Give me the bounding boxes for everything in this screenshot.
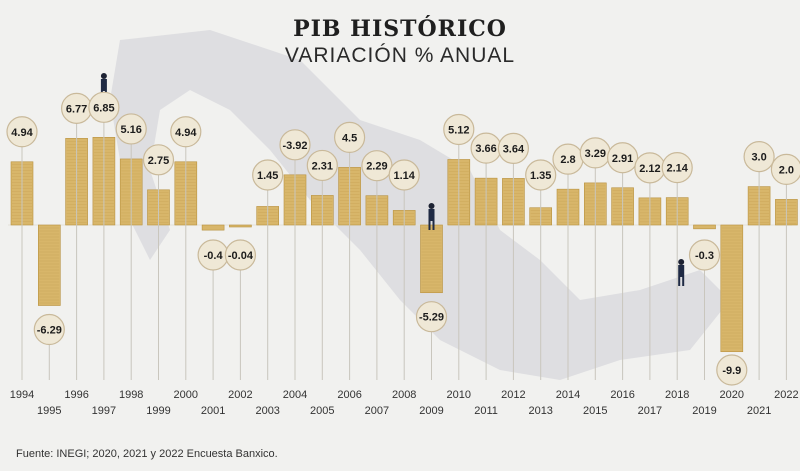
data-label-2001: -0.4 [204, 250, 224, 262]
value-bubble-2020 [716, 354, 748, 386]
value-bubble-1994 [6, 116, 38, 148]
value-bubble-1995 [33, 313, 65, 346]
year-label-2002: 2002 [228, 389, 252, 401]
year-label-1998: 1998 [119, 389, 143, 401]
value-bubble-2005 [306, 149, 338, 182]
year-label-1996: 1996 [64, 389, 88, 401]
data-label-2006: 4.5 [342, 132, 357, 144]
year-label-1995: 1995 [37, 405, 61, 417]
year-label-2003: 2003 [255, 405, 279, 417]
year-label-2019: 2019 [692, 405, 716, 417]
source-note: Fuente: INEGI; 2020, 2021 y 2022 Encuest… [16, 448, 278, 460]
value-bubble-2006 [334, 121, 366, 153]
data-label-2009: -5.29 [419, 312, 444, 324]
data-label-2011: 3.66 [475, 143, 496, 155]
data-label-2017: 2.12 [639, 163, 660, 175]
data-label-2014: 2.8 [560, 154, 575, 166]
bar-2020 [720, 224, 744, 353]
data-label-1995: -6.29 [37, 325, 62, 337]
mexico-map-silhouette [110, 30, 730, 380]
value-bubble-2010 [443, 113, 475, 146]
value-bubble-1998 [115, 113, 147, 145]
year-label-2000: 2000 [174, 389, 198, 401]
bar-1995 [37, 224, 61, 306]
data-label-2022: 2.0 [779, 164, 794, 176]
data-label-2002: -0.04 [228, 250, 254, 262]
data-label-1997: 6.85 [93, 102, 114, 114]
year-label-2015: 2015 [583, 405, 607, 417]
year-label-2001: 2001 [201, 405, 225, 417]
data-label-2010: 5.12 [448, 124, 469, 136]
data-label-1998: 5.16 [120, 124, 141, 136]
data-label-1999: 2.75 [148, 155, 169, 167]
value-bubble-2000 [170, 116, 202, 148]
falling-businessman-figure [678, 259, 685, 286]
data-label-2013: 1.35 [530, 170, 551, 182]
data-label-2004: -3.92 [282, 140, 307, 152]
year-label-2021: 2021 [747, 405, 771, 417]
value-bubble-2016 [606, 142, 639, 174]
data-label-1996: 6.77 [66, 103, 87, 115]
value-bubble-2003 [252, 159, 284, 191]
year-label-2020: 2020 [720, 389, 744, 401]
year-label-1997: 1997 [92, 405, 116, 417]
year-label-2004: 2004 [283, 389, 307, 401]
businessman-figure-2009 [428, 203, 435, 230]
data-label-2021: 3.0 [751, 152, 766, 164]
year-label-2011: 2011 [474, 405, 498, 417]
chart-subtitle: VARIACIÓN % ANUAL [284, 44, 516, 67]
data-label-2018: 2.14 [666, 163, 688, 175]
data-label-2019: -0.3 [695, 250, 714, 262]
year-label-2016: 2016 [610, 389, 634, 401]
year-label-2007: 2007 [365, 405, 389, 417]
value-bubble-2009 [415, 301, 448, 333]
year-label-2006: 2006 [337, 389, 361, 401]
value-bubble-2018 [661, 152, 693, 184]
data-label-2007: 2.29 [366, 161, 387, 173]
year-label-1999: 1999 [146, 405, 170, 417]
value-bubble-2004 [279, 129, 311, 161]
year-label-2017: 2017 [638, 405, 662, 417]
data-label-2016: 2.91 [612, 153, 633, 165]
year-label-2005: 2005 [310, 405, 334, 417]
data-label-1994: 4.94 [11, 127, 33, 139]
value-bubble-2013 [525, 159, 557, 191]
chart-title: PIB HISTÓRICO [293, 16, 507, 42]
value-bubble-2019 [688, 239, 721, 271]
bar-2002 [229, 224, 252, 228]
value-bubble-2022 [770, 153, 800, 185]
year-label-2022: 2022 [774, 389, 798, 401]
data-label-2015: 3.29 [585, 148, 606, 160]
value-bubble-1999 [142, 144, 175, 176]
year-label-1994: 1994 [10, 389, 34, 401]
data-label-2003: 1.45 [257, 170, 278, 182]
value-bubble-2012 [497, 132, 530, 165]
data-label-2020: -9.9 [722, 365, 741, 377]
data-label-2012: 3.64 [503, 143, 525, 155]
year-label-2013: 2013 [528, 405, 552, 417]
year-label-2012: 2012 [501, 389, 525, 401]
data-label-2008: 1.14 [393, 170, 415, 182]
year-label-2018: 2018 [665, 389, 689, 401]
value-bubble-1997 [88, 91, 120, 123]
data-label-2000: 4.94 [175, 127, 197, 139]
year-label-2014: 2014 [556, 389, 580, 401]
value-bubble-2008 [388, 159, 420, 191]
year-label-2009: 2009 [419, 405, 443, 417]
bar-2009 [420, 224, 443, 294]
year-label-2010: 2010 [447, 389, 471, 401]
value-bubble-2021 [743, 141, 775, 173]
year-label-2008: 2008 [392, 389, 416, 401]
data-label-2005: 2.31 [312, 160, 333, 172]
value-bubble-2002 [224, 239, 256, 271]
bar-2001 [201, 224, 225, 231]
bar-2019 [693, 224, 716, 230]
